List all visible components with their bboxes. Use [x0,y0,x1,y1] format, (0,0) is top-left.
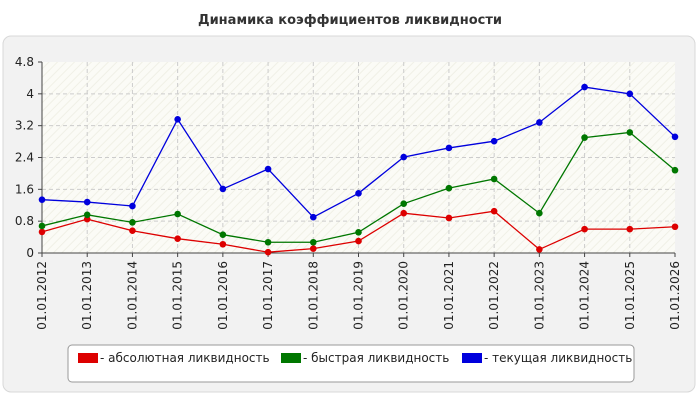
legend-swatch [78,353,98,363]
data-point [490,137,498,145]
data-point [671,133,679,141]
legend-swatch [462,353,482,363]
y-tick-label: 0 [26,246,34,260]
data-point [671,166,679,174]
y-tick-label: 1.6 [15,182,34,196]
data-point [264,248,272,256]
data-point [581,83,588,91]
data-point [38,222,46,230]
data-point [536,209,543,217]
data-point [355,190,362,197]
x-tick-label: 01.01.2026 [668,261,682,330]
x-tick-label: 01.01.2016 [216,261,230,330]
chart-title: Динамика коэффициентов ликвидности [198,13,502,28]
data-point [219,240,227,248]
x-tick-label: 01.01.2013 [80,261,94,330]
data-point [129,219,136,226]
data-point [536,246,543,253]
data-point [264,238,272,246]
data-point [490,207,498,215]
legend-label: - текущая ликвидность [484,351,632,365]
data-point [626,90,634,98]
data-point [174,235,181,242]
data-point [309,213,317,221]
data-point [400,200,408,207]
data-point [264,165,272,173]
data-point [445,184,453,192]
axes [38,61,676,257]
data-point [174,210,181,218]
x-tick-label: 01.01.2023 [532,261,546,330]
data-point [38,228,46,236]
y-tick-label: 2.4 [15,151,34,165]
x-tick-label: 01.01.2025 [623,261,637,330]
data-point [219,231,227,238]
y-tick-label: 4 [26,87,34,101]
legend-label: - быстрая ликвидность [303,351,449,365]
y-tick-label: 0.8 [15,214,34,228]
data-point [355,229,362,236]
data-point [38,196,46,203]
data-point [536,119,543,126]
data-point [400,153,408,161]
legend: - абсолютная ликвидность - быстрая ликвид… [67,344,635,383]
data-point [309,245,317,252]
x-tick-label: 01.01.2017 [261,261,275,330]
data-point [219,185,227,193]
x-tick-label: 01.01.2021 [442,261,456,330]
x-tick-labels: 01.01.2012 01.01.2013 01.01.2014 01.01.2015… [35,261,682,330]
y-tick-label: 3.2 [15,119,34,133]
data-point [355,237,362,245]
series-points [38,83,679,256]
x-tick-label: 01.01.2015 [171,261,185,330]
data-point [83,211,91,219]
x-tick-label: 01.01.2014 [125,261,139,330]
data-point [129,202,136,210]
data-point [671,223,679,231]
x-tick-label: 01.01.2012 [35,261,49,330]
data-point [400,209,408,217]
data-point [581,225,588,233]
x-tick-label: 01.01.2019 [352,261,366,330]
data-point [174,116,181,123]
legend-box [67,344,635,383]
data-point [83,198,91,206]
data-point [129,227,136,235]
data-point [309,238,317,246]
legend-label: - абсолютная ликвидность [100,351,270,365]
x-tick-label: 01.01.2024 [578,261,592,330]
legend-swatch [281,353,301,363]
y-tick-labels: 0 0.8 1.6 2.4 3.2 4 4.8 [15,55,34,260]
x-tick-label: 01.01.2020 [397,261,411,330]
x-tick-label: 01.01.2022 [487,261,501,330]
y-tick-label: 4.8 [15,55,34,69]
data-point [626,225,634,233]
data-point [581,134,588,141]
grid-lines [42,62,675,253]
data-point [445,144,453,152]
x-tick-label: 01.01.2018 [306,261,320,330]
data-point [490,175,498,183]
data-point [445,214,453,222]
data-point [626,129,634,136]
